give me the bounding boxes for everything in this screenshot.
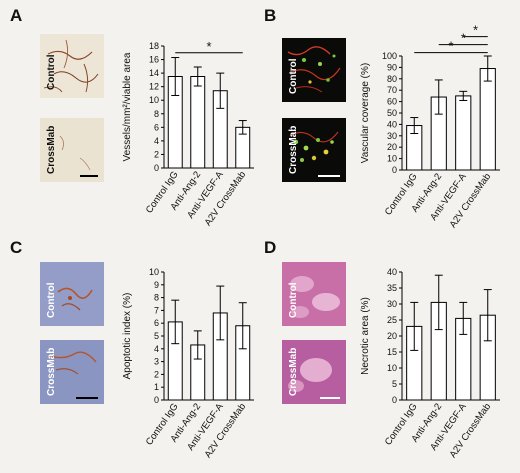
micrograph-label: Control xyxy=(288,282,299,318)
micrograph-label: CrossMab xyxy=(46,125,57,174)
y-tick-label: 0 xyxy=(392,165,397,175)
significance-star: * xyxy=(206,39,211,54)
y-tick-label: 2 xyxy=(154,149,159,159)
y-tick-label: 6 xyxy=(154,122,159,132)
y-tick-label: 30 xyxy=(387,299,397,309)
micrograph-label: Control xyxy=(46,54,57,90)
panel-letter-b: B xyxy=(264,6,277,25)
y-tick-label: 4 xyxy=(154,136,159,146)
y-tick-label: 15 xyxy=(387,347,397,357)
y-tick-label: 70 xyxy=(387,85,397,95)
y-tick-label: 100 xyxy=(382,51,397,61)
y-tick-label: 10 xyxy=(149,267,159,277)
y-tick-label: 0 xyxy=(392,395,397,405)
micrograph-c-crossmab: CrossMab xyxy=(40,340,104,404)
y-axis-label: Vascular coverage (%) xyxy=(360,63,371,163)
y-tick-label: 20 xyxy=(387,331,397,341)
y-tick-label: 3 xyxy=(154,357,159,367)
y-tick-label: 5 xyxy=(154,331,159,341)
y-tick-label: 2 xyxy=(154,369,159,379)
micrograph-label: Control xyxy=(288,58,299,94)
y-tick-label: 0 xyxy=(154,395,159,405)
micrograph-a-crossmab: CrossMab xyxy=(40,118,104,182)
bar xyxy=(479,68,496,171)
y-tick-label: 5 xyxy=(392,379,397,389)
y-tick-label: 25 xyxy=(387,315,397,325)
micrograph-label: CrossMab xyxy=(288,125,299,174)
y-tick-label: 4 xyxy=(154,344,159,354)
micrograph-a-control: Control xyxy=(40,34,104,98)
bar xyxy=(455,95,472,171)
y-tick-label: 60 xyxy=(387,97,397,107)
micrograph-label: CrossMab xyxy=(46,347,57,396)
y-tick-label: 6 xyxy=(154,318,159,328)
y-tick-label: 10 xyxy=(387,154,397,164)
panel-letter-a: A xyxy=(10,6,23,25)
significance-star: * xyxy=(473,23,478,38)
y-tick-label: 80 xyxy=(387,74,397,84)
y-tick-label: 90 xyxy=(387,62,397,72)
micrograph-b-control: Control xyxy=(282,38,346,102)
micrograph-label: CrossMab xyxy=(288,347,299,396)
panel-letter-d: D xyxy=(264,238,277,257)
y-tick-label: 40 xyxy=(387,119,397,129)
panel-letter-c: C xyxy=(10,238,23,257)
y-tick-label: 30 xyxy=(387,131,397,141)
y-axis-label: Necrotic area (%) xyxy=(360,297,371,375)
significance-star: * xyxy=(461,31,466,46)
micrograph-d-control: Control xyxy=(282,262,346,326)
y-tick-label: 9 xyxy=(154,280,159,290)
y-axis-label: Apoptotic index (%) xyxy=(122,293,133,380)
y-tick-label: 40 xyxy=(387,267,397,277)
y-tick-label: 10 xyxy=(149,95,159,105)
y-tick-label: 35 xyxy=(387,283,397,293)
y-tick-label: 7 xyxy=(154,305,159,315)
y-tick-label: 10 xyxy=(387,363,397,373)
y-tick-label: 12 xyxy=(149,82,159,92)
y-tick-label: 14 xyxy=(149,68,159,78)
bar xyxy=(190,76,206,169)
y-tick-label: 20 xyxy=(387,142,397,152)
micrograph-c-control: Control xyxy=(40,262,104,326)
y-tick-label: 8 xyxy=(154,293,159,303)
y-tick-label: 0 xyxy=(154,163,159,173)
micrograph-b-crossmab: CrossMab xyxy=(282,118,346,182)
micrograph-label: Control xyxy=(46,282,57,318)
y-tick-label: 8 xyxy=(154,109,159,119)
significance-star: * xyxy=(448,39,453,54)
micrograph-d-crossmab: CrossMab xyxy=(282,340,346,404)
y-axis-label: Vessels/mm²/viable area xyxy=(122,52,133,161)
y-tick-label: 18 xyxy=(149,41,159,51)
y-tick-label: 1 xyxy=(154,382,159,392)
y-tick-label: 50 xyxy=(387,108,397,118)
y-tick-label: 16 xyxy=(149,55,159,65)
